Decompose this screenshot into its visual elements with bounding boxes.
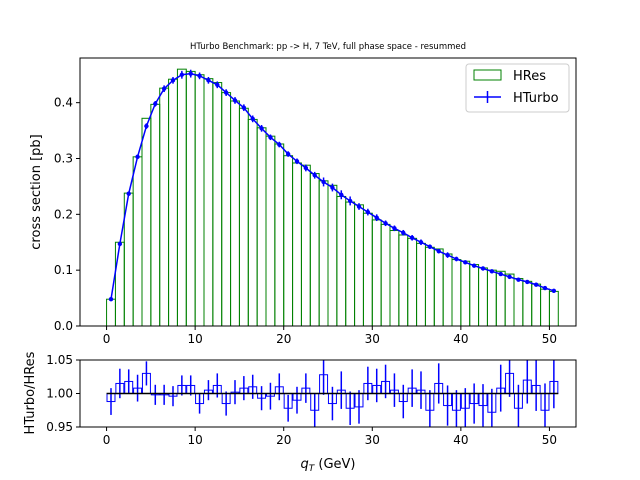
hturbo-point [374, 215, 379, 220]
hturbo-point [454, 256, 459, 262]
main-y-tick-label: 0.3 [54, 152, 73, 166]
hturbo-point [285, 151, 291, 157]
ratio-series [106, 360, 559, 427]
hturbo-point [409, 235, 415, 240]
hturbo-point [215, 82, 220, 88]
hturbo-point [277, 142, 282, 147]
hturbo-point [126, 191, 131, 196]
hturbo-series [108, 69, 557, 302]
hturbo-point [259, 126, 264, 131]
main-y-tick-label: 0.4 [54, 96, 73, 110]
ratio-x-tick-label: 30 [365, 433, 380, 447]
hturbo-point [268, 135, 273, 140]
hturbo-point [365, 209, 371, 215]
ratio-x-tick-label: 0 [103, 433, 111, 447]
ratio-y-axis: 0.95 1.00 1.05 [46, 353, 80, 434]
ratio-x-tick-label: 40 [453, 433, 468, 447]
hturbo-point [418, 240, 424, 245]
main-y-axis: 0.0 0.1 0.2 0.3 0.4 [54, 96, 80, 333]
hturbo-point [250, 116, 255, 122]
hturbo-point [161, 86, 167, 91]
ratio-x-axis: 0 10 20 30 40 50 [103, 427, 557, 447]
hturbo-point [197, 73, 202, 79]
hturbo-point [339, 192, 344, 197]
hturbo-point [312, 173, 317, 178]
main-x-tick-label: 30 [365, 332, 380, 346]
hturbo-point [392, 226, 397, 231]
main-y-axis-label: cross section [pb] [29, 134, 44, 249]
hturbo-point [303, 165, 309, 171]
ratio-x-tick-label: 50 [542, 433, 557, 447]
hturbo-point [356, 204, 362, 209]
hturbo-point [489, 269, 495, 274]
hturbo-point [321, 179, 326, 185]
hturbo-point [427, 244, 433, 249]
hturbo-point [445, 252, 450, 258]
ratio-x-axis-label: qT (GeV) [300, 457, 355, 474]
hturbo-point [542, 285, 548, 291]
main-x-tick-label: 0 [103, 332, 111, 346]
ratio-y-axis-label: HTurbo/HRes [23, 351, 38, 434]
hturbo-point [108, 297, 114, 302]
hturbo-point [241, 105, 247, 110]
main-axes-frame [79, 57, 577, 327]
main-x-tick-label: 40 [453, 332, 468, 346]
main-x-tick-label: 10 [188, 332, 203, 346]
hturbo-point [153, 101, 158, 106]
hturbo-point [498, 271, 503, 277]
ratio-y-tick-label: 1.00 [46, 387, 73, 401]
hturbo-point [330, 185, 335, 190]
ratio-y-tick-label: 0.95 [46, 420, 73, 434]
hturbo-point [117, 241, 123, 247]
hturbo-point [188, 71, 193, 76]
hturbo-point [516, 277, 521, 282]
hturbo-point [436, 248, 441, 254]
hturbo-point [170, 78, 176, 83]
hturbo-point [551, 288, 557, 294]
ratio-x-tick-label: 20 [276, 433, 291, 447]
legend-hres-swatch [473, 69, 502, 81]
chart-title: HTurbo Benchmark: pp -> H, 7 TeV, full p… [190, 42, 466, 52]
hturbo-point [294, 159, 300, 164]
main-x-tick-label: 50 [542, 332, 557, 346]
main-x-axis: 0 10 20 30 40 50 [103, 326, 557, 346]
hturbo-point [347, 198, 353, 204]
ratio-x-tick-label: 10 [188, 433, 203, 447]
hturbo-point [533, 282, 539, 287]
hturbo-point [135, 154, 140, 160]
main-y-tick-label: 0.2 [54, 207, 73, 221]
hturbo-point [383, 221, 388, 226]
hturbo-point [463, 260, 468, 265]
main-y-tick-label: 0.1 [54, 263, 73, 277]
hturbo-point [401, 230, 406, 235]
hturbo-point [179, 72, 185, 77]
hturbo-point [223, 90, 229, 95]
hturbo-point [206, 78, 211, 83]
hturbo-point [471, 263, 477, 268]
hturbo-point [480, 266, 486, 271]
hturbo-point [507, 274, 512, 280]
main-x-tick-label: 20 [276, 332, 291, 346]
hturbo-point [232, 98, 238, 103]
hturbo-point [144, 123, 149, 129]
legend-hturbo-label: HTurbo [513, 91, 559, 106]
main-y-tick-label: 0.0 [54, 319, 73, 333]
legend: HRes HTurbo [465, 63, 570, 113]
hturbo-point [525, 279, 530, 285]
legend-hres-label: HRes [513, 69, 546, 84]
ratio-y-tick-label: 1.05 [46, 353, 73, 367]
